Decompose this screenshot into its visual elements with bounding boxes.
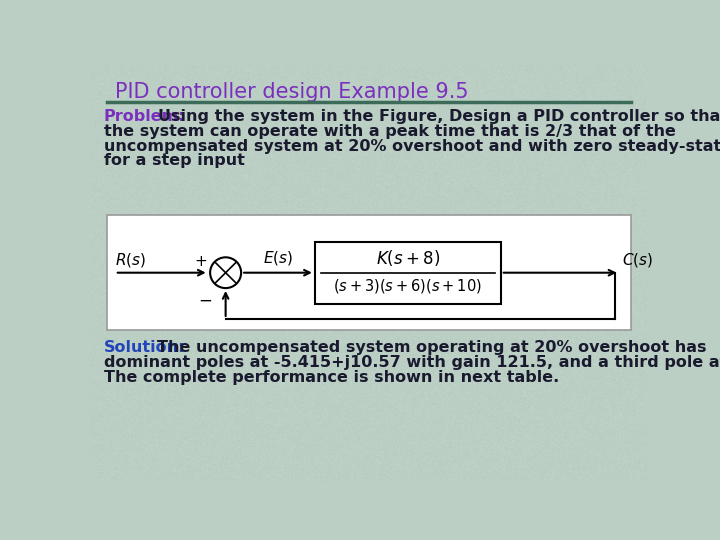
Text: Solution:: Solution:: [104, 340, 186, 355]
Text: for a step input: for a step input: [104, 153, 245, 168]
Text: Using the system in the Figure, Design a PID controller so that: Using the system in the Figure, Design a…: [158, 110, 720, 124]
Text: The complete performance is shown in next table.: The complete performance is shown in nex…: [104, 370, 559, 384]
Text: $(s + 3)(s + 6)(s + 10)$: $(s + 3)(s + 6)(s + 10)$: [333, 276, 482, 294]
Text: $E(s)$: $E(s)$: [263, 248, 293, 267]
Text: $R(s)$: $R(s)$: [114, 251, 146, 269]
FancyBboxPatch shape: [107, 215, 631, 330]
Text: uncompensated system at 20% overshoot and with zero steady-state error: uncompensated system at 20% overshoot an…: [104, 139, 720, 154]
Text: −: −: [199, 291, 212, 309]
Text: the system can operate with a peak time that is 2/3 that of the: the system can operate with a peak time …: [104, 124, 676, 139]
Text: $K(s + 8)$: $K(s + 8)$: [376, 248, 440, 268]
FancyBboxPatch shape: [315, 242, 500, 303]
Text: +: +: [194, 254, 207, 268]
Text: PID controller design Example 9.5: PID controller design Example 9.5: [114, 82, 469, 102]
Text: The uncompensated system operating at 20% overshoot has: The uncompensated system operating at 20…: [158, 340, 707, 355]
Text: Problem:: Problem:: [104, 110, 186, 124]
Text: $C(s)$: $C(s)$: [622, 251, 654, 269]
Text: dominant poles at -5.415+j10.57 with gain 121.5, and a third pole at -8.169.: dominant poles at -5.415+j10.57 with gai…: [104, 355, 720, 370]
